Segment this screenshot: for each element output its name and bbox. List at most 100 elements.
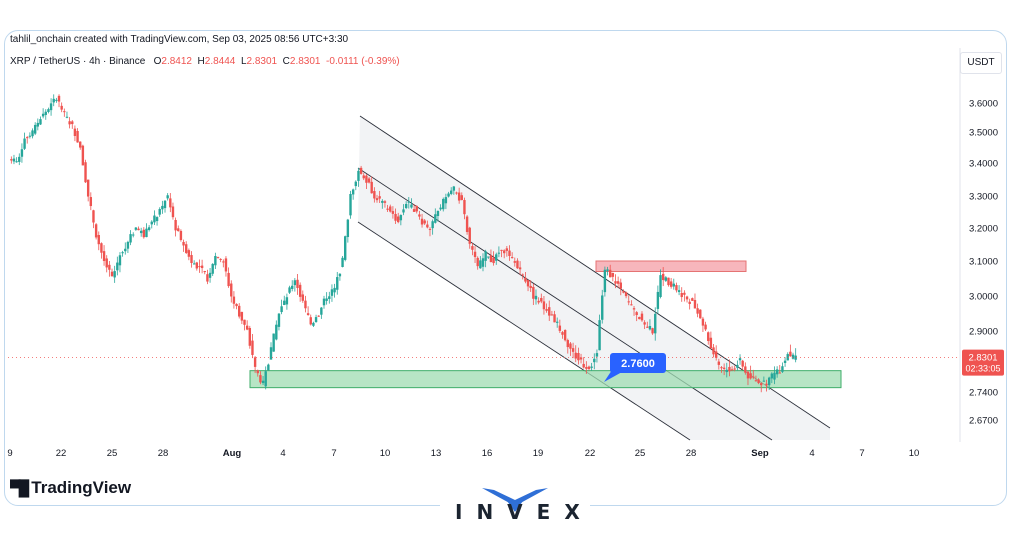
candle-body	[359, 167, 363, 174]
candle-body	[619, 282, 622, 289]
candle-body	[410, 204, 413, 208]
candle-body	[502, 250, 506, 254]
candle-body	[789, 351, 792, 357]
candle-body	[338, 273, 342, 277]
high-value: 2.8444	[204, 56, 236, 67]
candle-body	[375, 198, 379, 201]
candle-body	[219, 258, 222, 260]
candle-body	[420, 218, 424, 225]
open-value: 2.8412	[161, 56, 192, 67]
x-tick-label: 10	[909, 448, 920, 459]
candle-body	[442, 198, 445, 210]
candle-body	[304, 300, 307, 309]
x-tick-label: 25	[107, 448, 118, 459]
candle-body	[230, 283, 233, 297]
candle-body	[121, 252, 124, 254]
symbol-label[interactable]: XRP / TetherUS · 4h · Binance	[10, 56, 146, 67]
candle-body	[328, 296, 331, 300]
candle-body	[224, 258, 228, 272]
candle-body	[510, 257, 514, 259]
candle-body	[251, 340, 254, 355]
candle-body	[163, 200, 167, 209]
channel-mid-line	[357, 167, 773, 441]
candle-body	[476, 257, 479, 267]
candle-body	[94, 224, 98, 238]
candle-body	[672, 283, 675, 287]
brand-text: INVEX	[455, 500, 594, 524]
candle-body	[786, 354, 789, 361]
candle-body	[516, 260, 519, 269]
candle-body	[132, 234, 135, 236]
candle-body	[601, 295, 604, 320]
candle-body	[71, 121, 74, 125]
candle-body	[487, 256, 490, 258]
candle-body	[158, 209, 161, 215]
candle-body	[714, 351, 718, 358]
candle-body	[489, 255, 493, 263]
candle-body	[699, 309, 702, 319]
candle-body	[336, 277, 339, 290]
candle-body	[283, 300, 286, 305]
candle-body	[537, 300, 540, 303]
candle-body	[582, 363, 585, 368]
candle-body	[725, 369, 728, 373]
candle-body	[389, 206, 392, 212]
candle-body	[598, 320, 601, 351]
candle-body	[492, 257, 495, 264]
candle-body	[627, 301, 630, 303]
candle-body	[198, 266, 201, 268]
candle-body	[200, 265, 204, 269]
x-tick-label: 7	[859, 448, 864, 459]
candle-body	[256, 370, 259, 374]
tradingview-logo: ▀█ TradingView	[10, 478, 131, 498]
candle-body	[351, 189, 355, 195]
candle-body	[460, 195, 463, 200]
candle-body	[651, 328, 654, 334]
x-tick-label: 16	[482, 448, 493, 459]
candle-body	[275, 324, 278, 340]
candle-body	[640, 313, 644, 321]
candle-body	[317, 315, 320, 317]
x-tick-label: Sep	[751, 448, 769, 459]
candle-body	[187, 250, 191, 257]
candle-body	[190, 255, 193, 263]
candle-body	[100, 243, 103, 253]
candle-body	[129, 234, 132, 243]
candle-body	[367, 178, 371, 183]
candle-body	[174, 219, 177, 231]
x-tick-label: 22	[56, 448, 67, 459]
candle-body	[775, 369, 779, 375]
countdown-label: 02:33:05	[965, 364, 1000, 374]
candle-body	[76, 130, 79, 143]
candle-body	[65, 116, 69, 118]
candle-body	[635, 312, 638, 316]
candle-body	[31, 130, 34, 137]
close-value: 2.8301	[289, 56, 321, 67]
candle-body	[312, 322, 315, 326]
candle-body	[182, 241, 185, 246]
candle-body	[206, 274, 209, 282]
x-tick-label: 28	[686, 448, 697, 459]
candle-body	[638, 316, 641, 320]
candle-body	[508, 250, 511, 256]
change-value: -0.0111 (-0.39%)	[326, 56, 400, 67]
candle-body	[12, 158, 16, 162]
unit-label[interactable]: USDT	[960, 52, 1002, 74]
candle-body	[473, 251, 477, 258]
x-tick-label: 19	[533, 448, 544, 459]
candle-body	[113, 271, 116, 278]
y-tick-label: 3.6000	[969, 99, 998, 110]
candle-body	[86, 179, 90, 197]
candle-body	[428, 228, 432, 230]
candle-body	[457, 192, 461, 201]
candle-body	[370, 181, 373, 194]
candle-body	[269, 347, 273, 360]
y-tick-label: 2.7400	[969, 388, 998, 399]
candle-body	[548, 307, 551, 316]
y-tick-label: 2.6700	[969, 416, 998, 427]
candle-body	[553, 314, 556, 323]
candle-body	[431, 221, 434, 229]
candle-body	[296, 279, 299, 288]
candle-body	[118, 255, 122, 266]
